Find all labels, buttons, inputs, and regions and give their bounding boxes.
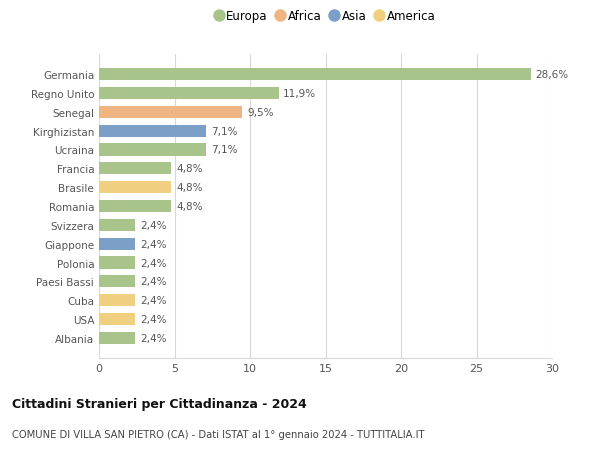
- Bar: [99, 201, 172, 213]
- Text: 2,4%: 2,4%: [140, 296, 166, 306]
- Text: Cittadini Stranieri per Cittadinanza - 2024: Cittadini Stranieri per Cittadinanza - 2…: [12, 397, 307, 410]
- Bar: [99, 219, 135, 231]
- Text: 4,8%: 4,8%: [176, 164, 203, 174]
- Text: COMUNE DI VILLA SAN PIETRO (CA) - Dati ISTAT al 1° gennaio 2024 - TUTTITALIA.IT: COMUNE DI VILLA SAN PIETRO (CA) - Dati I…: [12, 429, 425, 439]
- Bar: [99, 144, 206, 156]
- Bar: [99, 332, 135, 344]
- Text: 2,4%: 2,4%: [140, 277, 166, 287]
- Bar: [99, 163, 172, 175]
- Bar: [99, 238, 135, 250]
- Bar: [99, 313, 135, 325]
- Text: 2,4%: 2,4%: [140, 220, 166, 230]
- Bar: [99, 182, 172, 194]
- Text: 2,4%: 2,4%: [140, 333, 166, 343]
- Bar: [99, 88, 278, 100]
- Legend: Europa, Africa, Asia, America: Europa, Africa, Asia, America: [214, 8, 437, 26]
- Text: 2,4%: 2,4%: [140, 239, 166, 249]
- Text: 7,1%: 7,1%: [211, 145, 237, 155]
- Bar: [99, 106, 242, 119]
- Text: 4,8%: 4,8%: [176, 202, 203, 212]
- Text: 28,6%: 28,6%: [535, 70, 569, 80]
- Bar: [99, 294, 135, 307]
- Text: 2,4%: 2,4%: [140, 258, 166, 268]
- Text: 4,8%: 4,8%: [176, 183, 203, 193]
- Text: 9,5%: 9,5%: [247, 107, 274, 118]
- Text: 7,1%: 7,1%: [211, 126, 237, 136]
- Text: 11,9%: 11,9%: [283, 89, 316, 99]
- Text: 2,4%: 2,4%: [140, 314, 166, 325]
- Bar: [99, 125, 206, 137]
- Bar: [99, 257, 135, 269]
- Bar: [99, 276, 135, 288]
- Bar: [99, 69, 531, 81]
